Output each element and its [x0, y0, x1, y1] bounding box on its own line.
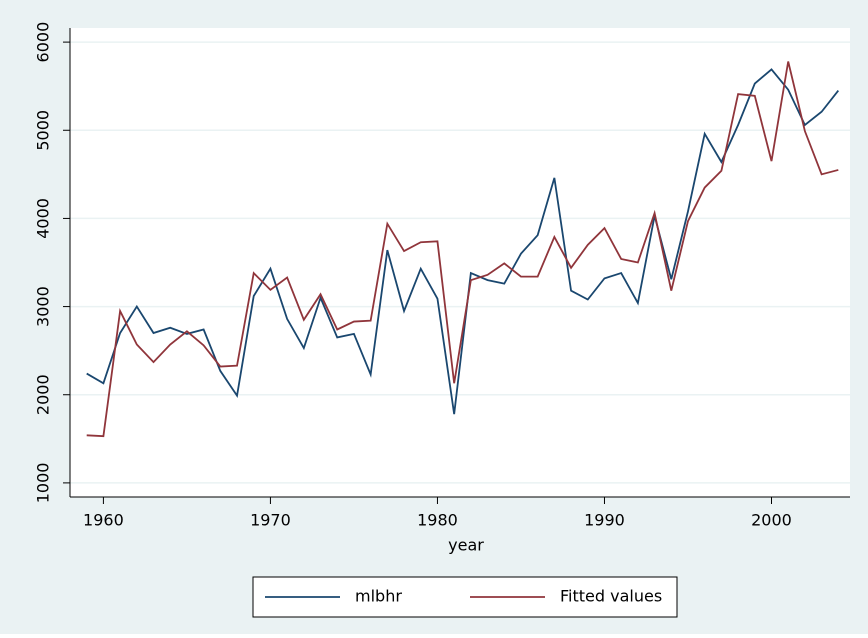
legend-label: Fitted values	[560, 587, 662, 606]
x-tick-label: 1980	[417, 511, 458, 530]
plot-area	[70, 28, 850, 497]
x-tick-label: 1960	[83, 511, 124, 530]
x-tick-label: 2000	[751, 511, 792, 530]
y-tick-label: 3000	[34, 286, 53, 327]
x-axis-label: year	[448, 536, 484, 555]
y-tick-label: 1000	[34, 463, 53, 504]
line-series	[86, 68, 840, 415]
y-tick-label: 6000	[34, 22, 53, 63]
y-tick-label: 4000	[34, 198, 53, 239]
line-series	[86, 61, 839, 438]
y-tick-label: 2000	[34, 374, 53, 415]
x-tick-label: 1970	[250, 511, 291, 530]
x-tick-label: 1990	[584, 511, 625, 530]
y-tick-label: 5000	[34, 110, 53, 151]
legend-label: mlbhr	[355, 587, 402, 606]
